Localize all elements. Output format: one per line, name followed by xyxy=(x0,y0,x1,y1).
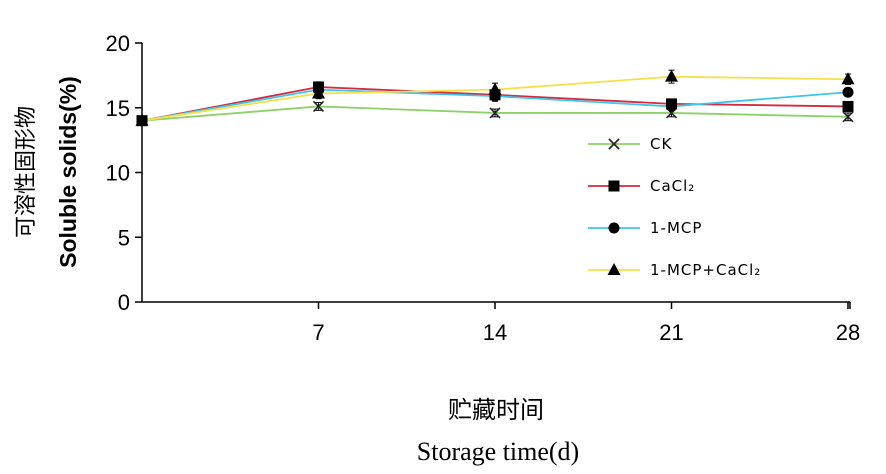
legend: CK CaCl₂ 1-MCP 1-MCP+CaCl₂ xyxy=(588,135,761,279)
series-1-mcp-cacl-point xyxy=(842,72,855,84)
y-tick-label: 10 xyxy=(106,161,130,186)
legend-item-1-mcp-cacl: 1-MCP+CaCl₂ xyxy=(588,261,761,279)
legend-item-ck: CK xyxy=(588,135,672,153)
legend-point xyxy=(609,181,620,192)
x-axis-label-en: Storage time(d) xyxy=(417,437,579,466)
legend-item-1-mcp: 1-MCP xyxy=(588,219,702,237)
series-cacl-point xyxy=(843,101,854,112)
x-tick-label: 28 xyxy=(836,320,860,345)
y-tick-label: 5 xyxy=(118,225,130,250)
y-axis-label-en: Soluble solids(%) xyxy=(55,76,81,268)
legend-point xyxy=(609,223,620,234)
x-tick-label: 7 xyxy=(312,320,324,345)
series-1-mcp-cacl-point xyxy=(665,70,678,82)
legend-label: CK xyxy=(650,135,672,153)
legend-label: 1-MCP xyxy=(650,219,702,237)
legend-label: 1-MCP+CaCl₂ xyxy=(650,261,761,279)
series-1-mcp-point xyxy=(666,101,677,112)
legend-item-cacl: CaCl₂ xyxy=(588,177,695,195)
y-tick-label: 0 xyxy=(118,290,130,315)
x-ticks: 7 14 21 28 xyxy=(312,302,860,345)
x-axis-label-cn: 贮藏时间 xyxy=(448,396,544,424)
y-tick-label: 15 xyxy=(106,96,130,121)
series-1-mcp-point xyxy=(843,87,854,98)
y-ticks: 0 5 10 15 20 xyxy=(106,31,142,315)
y-axis-label-cn: 可溶性固形物 xyxy=(14,106,39,238)
y-tick-label: 20 xyxy=(106,31,130,56)
legend-label: CaCl₂ xyxy=(650,177,695,195)
x-tick-label: 14 xyxy=(483,320,507,345)
chart: 0 5 10 15 20 7 14 21 28 CK CaCl₂ 1-MCP 1-MCP+CaCl₂… xyxy=(0,0,886,474)
x-tick-label: 21 xyxy=(659,320,683,345)
legend-point xyxy=(608,263,621,275)
